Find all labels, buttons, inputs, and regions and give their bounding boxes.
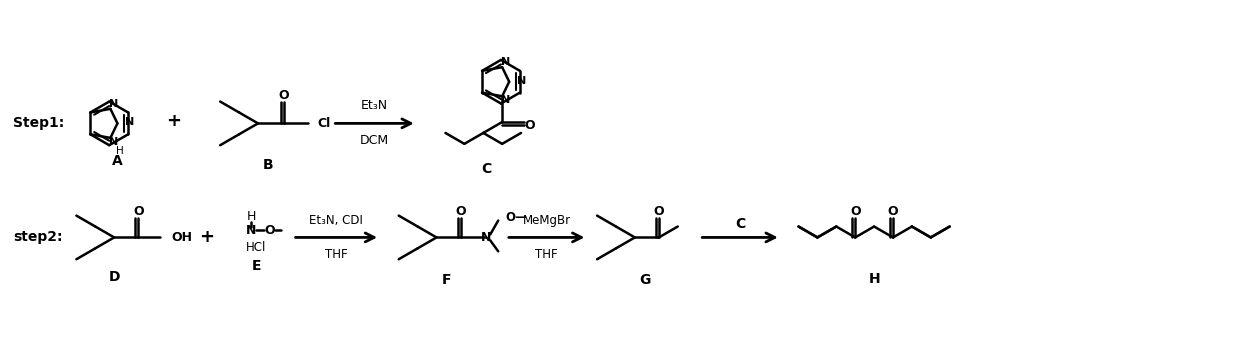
Text: N: N bbox=[109, 99, 118, 109]
Text: H: H bbox=[116, 146, 124, 156]
Text: O: O bbox=[455, 205, 466, 218]
Text: C: C bbox=[481, 162, 491, 176]
Text: C: C bbox=[735, 217, 745, 231]
Text: H: H bbox=[869, 272, 880, 286]
Text: G: G bbox=[639, 273, 650, 287]
Text: N: N bbox=[501, 95, 509, 105]
Text: N: N bbox=[481, 231, 492, 244]
Text: O: O bbox=[653, 205, 664, 218]
Text: OH: OH bbox=[171, 231, 192, 244]
Text: DCM: DCM bbox=[361, 134, 389, 147]
Text: O: O bbox=[887, 205, 898, 218]
Text: O: O bbox=[265, 224, 275, 237]
Text: O: O bbox=[133, 205, 144, 218]
Text: D: D bbox=[109, 270, 120, 284]
Text: E: E bbox=[252, 259, 260, 273]
Text: MeMgBr: MeMgBr bbox=[523, 214, 571, 226]
Text: N: N bbox=[125, 117, 135, 127]
Text: O—: O— bbox=[506, 211, 527, 224]
Text: N: N bbox=[517, 76, 527, 86]
Text: O: O bbox=[850, 205, 861, 218]
Text: B: B bbox=[263, 158, 274, 172]
Text: N: N bbox=[245, 224, 256, 237]
Text: F: F bbox=[441, 273, 451, 287]
Text: Et₃N, CDI: Et₃N, CDI bbox=[310, 214, 363, 226]
Text: step2:: step2: bbox=[14, 231, 62, 244]
Text: THF: THF bbox=[325, 248, 348, 261]
Text: O: O bbox=[279, 89, 290, 102]
Text: Step1:: Step1: bbox=[14, 116, 64, 130]
Text: HCl: HCl bbox=[245, 241, 266, 254]
Text: +: + bbox=[166, 113, 181, 130]
Text: A: A bbox=[112, 154, 123, 168]
Text: Cl: Cl bbox=[317, 117, 330, 130]
Text: +: + bbox=[199, 228, 214, 246]
Text: THF: THF bbox=[535, 248, 558, 261]
Text: O: O bbox=[524, 119, 535, 131]
Text: N: N bbox=[501, 57, 509, 67]
Text: H: H bbox=[247, 210, 255, 223]
Text: Et₃N: Et₃N bbox=[361, 99, 388, 113]
Text: N: N bbox=[109, 137, 118, 147]
